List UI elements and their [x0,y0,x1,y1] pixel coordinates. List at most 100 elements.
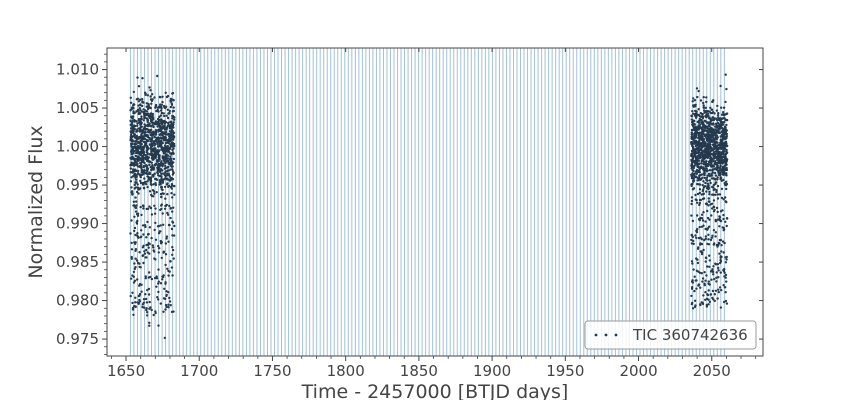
data-point [149,182,153,186]
data-point [148,300,151,304]
data-point [161,100,164,104]
data-point [145,172,148,175]
data-point [707,186,711,190]
data-point [171,220,174,223]
data-point [702,106,705,109]
data-point [714,262,717,265]
data-point [163,336,166,340]
data-point [704,298,707,301]
data-point [135,175,138,178]
data-point [172,106,175,109]
data-point [155,109,158,113]
data-point [147,112,150,116]
data-point [144,293,147,296]
data-point [162,159,166,162]
data-point [710,202,714,205]
data-point [134,305,137,308]
data-point [717,269,720,272]
data-point [142,119,145,122]
data-point [166,166,169,169]
data-point [724,196,727,199]
data-point [697,218,701,221]
data-point [690,260,694,263]
data-point [690,214,693,217]
data-point [724,126,727,129]
data-point [139,157,142,160]
data-point [712,193,715,196]
data-point [165,114,168,118]
data-point [695,155,698,159]
data-point [149,140,152,143]
data-point [129,180,133,183]
data-point [712,155,715,158]
data-point [702,104,705,107]
data-point [699,242,702,245]
data-point [157,280,160,283]
data-point [690,153,693,156]
data-point [134,248,138,251]
data-point [717,266,720,270]
data-point [138,294,141,297]
data-point [710,177,714,180]
data-point [695,113,699,116]
data-point [133,164,136,167]
data-point [700,173,703,176]
data-point [716,165,719,169]
data-point [173,193,176,196]
data-point [132,204,135,207]
data-point [704,181,707,185]
data-point [715,167,718,171]
data-point [169,143,172,146]
data-point [140,145,143,149]
data-point [164,197,167,200]
data-point [708,259,711,262]
data-point [160,127,164,130]
data-point [712,151,716,154]
data-point [160,130,163,134]
data-point [163,156,166,159]
data-point [720,123,723,127]
data-point [704,133,708,136]
data-point [716,197,720,200]
data-point [132,200,136,203]
data-point [140,115,143,118]
data-point [133,279,137,282]
data-point [708,137,712,140]
data-point [133,262,136,265]
data-point [714,178,717,181]
data-point [725,112,729,115]
data-point [154,182,157,185]
data-point [130,161,133,164]
data-point [146,243,150,247]
data-point [167,269,170,273]
data-point [164,133,168,136]
data-point [709,111,713,115]
data-point [710,140,714,144]
data-point [132,106,135,110]
data-point [149,165,152,169]
data-point [154,122,158,125]
data-point [148,106,151,109]
data-point [130,137,133,141]
data-point [693,133,696,136]
data-point [133,172,137,176]
data-point [154,221,157,225]
data-point [171,168,174,171]
data-point [712,188,715,192]
data-point [136,158,140,161]
data-point [703,284,706,287]
data-point [698,124,701,127]
data-point [712,117,716,120]
y-tick-label: 0.975 [56,330,99,348]
data-point [724,220,727,223]
data-point [130,257,133,260]
data-point [707,233,710,236]
data-point [134,178,138,181]
data-point [173,224,176,228]
data-point [719,139,723,142]
data-point [717,241,721,245]
data-point [144,225,147,229]
data-point [690,196,694,199]
data-point [711,234,714,237]
data-point [710,130,713,133]
